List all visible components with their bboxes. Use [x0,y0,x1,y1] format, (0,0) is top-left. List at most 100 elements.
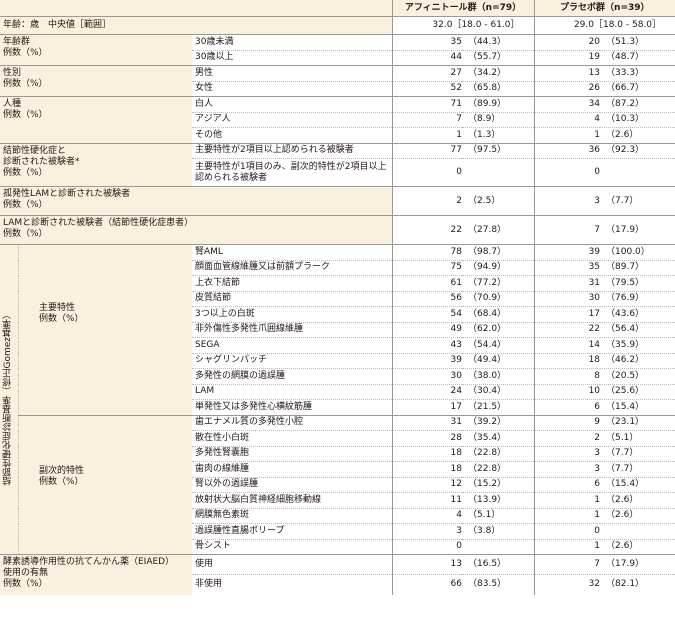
value-active-percent: （5.1） [462,507,535,524]
table-row: 骨シスト 0 1 （2.6） [0,538,675,555]
median-age-row: 年齢：歳 中央値［範囲］ 32.0［18.0 - 61.0］ 29.0［18.0… [0,16,675,35]
value-placebo-percent: （2.6） [600,492,675,508]
subcategory-label: LAM [192,383,392,400]
category-label-line: LAMと診断された被験者（結節性硬化症患者） [3,218,194,228]
subcategory-label: 非使用 [192,574,392,595]
category-label-line: 結節性硬化症と [3,145,67,156]
value-placebo-count: 4 [533,111,601,128]
table-row: 歯肉の線維腫 18 （22.8） 3 （7.7） [0,461,675,477]
category-label: 酵素誘導作用性の抗てんかん薬（EIAED） 使用の有無 例数（%） [0,554,192,595]
value-active-percent: （83.5） [462,574,535,595]
value-placebo-percent: （7.7） [600,461,675,477]
value-active-count: 18 [391,461,462,477]
subcategory-label: 上衣下結節 [192,275,392,291]
value-active-count: 78 [391,244,462,260]
table-row: 散在性小白斑 28 （35.4） 2 （5.1） [0,430,675,446]
value-active-count: 0 [391,158,462,187]
header-row: アフィニトール群（n=79） プラセボ群（n=39） [0,0,675,17]
subcategory-label: 30歳以上 [192,49,392,66]
value-active-percent: （22.8） [462,461,535,477]
criteria-spacer [17,414,36,555]
value-active-percent: （55.7） [462,49,535,66]
value-active-count: 0 [391,538,462,555]
value-active-percent: （3.8） [462,523,535,539]
column-header-placebo: プラセボ群（n=39） [533,0,675,17]
value-placebo-count: 1 [533,492,601,508]
column-header-active: アフィニトール群（n=79） [391,0,535,17]
table-row: 性別 例数（%） 男性 27 （34.2） 13 （33.3） [0,65,675,97]
median-age-label: 年齢：歳 中央値［範囲］ [0,16,392,35]
subcategory-label: 3つ以上の白斑 [192,306,392,322]
category-label-line: 例数（%） [39,314,84,324]
category-label-line: 例数（%） [3,79,48,89]
value-placebo-count: 14 [533,337,601,353]
value-active-percent: （54.4） [462,337,535,353]
table-row: LAM 24 （30.4） 10 （25.6） [0,383,675,400]
category-label-line: 人種 [3,99,22,109]
value-placebo-count: 1 [533,538,601,555]
value-active-count: 71 [391,96,462,112]
table-row: LAMと診断された被験者（結節性硬化症患者） 例数（%） 22 （27.8） 7 （17.… [0,215,675,245]
category-label-line: 例数（%） [3,167,48,178]
category-label-line: 使用の有無 [3,568,49,578]
value-active-percent: （39.2） [462,414,535,431]
value-placebo-count: 7 [533,215,601,245]
median-age-active: 32.0［18.0 - 61.0］ [391,16,535,35]
subcategory-label: 網膜無色素斑 [192,507,392,524]
value-active-count: 27 [391,65,462,81]
value-active-count: 61 [391,275,462,291]
value-active-count: 7 [391,111,462,128]
value-placebo-count: 8 [533,368,601,384]
table-row: 結節性硬化症診断基準（修正Gomez基準） 主要特性 例数（%） 腎AML 78 （98.… [0,244,675,555]
value-placebo-count: 20 [533,34,601,50]
table-row: 孤発性LAMと診断された被験者 例数（%） 2 （2.5） 3 （7.7） [0,186,675,216]
subcategory-label: アジア人 [192,111,392,128]
value-active-count: 35 [391,34,462,50]
subcategory-label: 歯エナメル質の多発性小腔 [192,414,392,431]
subcategory-label: 主要特性が1項目のみ、副次的特性が2項目以上認められる被験者 [192,158,392,187]
value-placebo-percent: （2.6） [600,538,675,555]
category-label-line: 性別 [3,68,22,78]
value-placebo-percent: （56.4） [600,321,675,338]
subcategory-label: 放射状大脳白質神経細胞移動線 [192,492,392,508]
value-active-percent: （27.8） [462,215,535,245]
value-placebo-percent: （10.3） [600,111,675,128]
value-active-percent: （35.4） [462,430,535,446]
criteria-spacer [17,244,36,415]
category-label-line: 例数（%） [3,229,48,239]
table-row: 非使用 66 （83.5） 32 （82.1） [0,574,675,595]
value-active-count: 44 [391,49,462,66]
value-active-count: 24 [391,383,462,400]
table-row: 酵素誘導作用性の抗てんかん薬（EIAED） 使用の有無 例数（%） 使用 13 （16.5… [0,554,675,595]
value-placebo-count: 7 [533,554,601,575]
value-placebo-count: 1 [533,507,601,524]
subcategory-label: 多発性腎嚢胞 [192,445,392,462]
subcategory-label: 多発性の網膜の過誤腫 [192,368,392,384]
value-placebo-percent: （17.9） [600,554,675,575]
table-row: 単発性又は多発性心横紋筋腫 17 （21.5） 6 （15.4） [0,399,675,415]
value-placebo-percent: （46.2） [600,352,675,369]
table-row: 主要特性が1項目のみ、副次的特性が2項目以上認められる被験者 0 0 [0,158,675,187]
value-placebo-count: 6 [533,476,601,493]
table-row: 放射状大脳白質神経細胞移動線 11 （13.9） 1 （2.6） [0,492,675,508]
value-active-count: 13 [391,554,462,575]
category-label-line: 例数（%） [39,476,84,487]
value-placebo-count: 3 [533,186,601,216]
subcategory-label: 骨シスト [192,538,392,555]
subcategory-label: 使用 [192,554,392,575]
table-row: アジア人 7 （8.9） 4 （10.3） [0,111,675,128]
value-active-count: 77 [391,142,462,159]
value-active-percent [462,158,535,187]
category-label: 結節性硬化症と 診断された被験者* 例数（%） [0,142,192,187]
value-placebo-count: 2 [533,430,601,446]
value-active-percent: （68.4） [462,306,535,322]
median-age-placebo: 29.0［18.0 - 58.0］ [533,16,675,35]
value-active-count: 4 [391,507,462,524]
subcategory-label: 主要特性が2項目以上認められる被験者 [192,142,392,159]
value-active-percent: （77.2） [462,275,535,291]
value-active-count: 1 [391,127,462,143]
table-row: 3つ以上の白斑 54 （68.4） 17 （43.6） [0,306,675,322]
value-placebo-percent: （20.5） [600,368,675,384]
value-placebo-percent: （2.6） [600,507,675,524]
table-row: 多発性の網膜の過誤腫 30 （38.0） 8 （20.5） [0,368,675,384]
